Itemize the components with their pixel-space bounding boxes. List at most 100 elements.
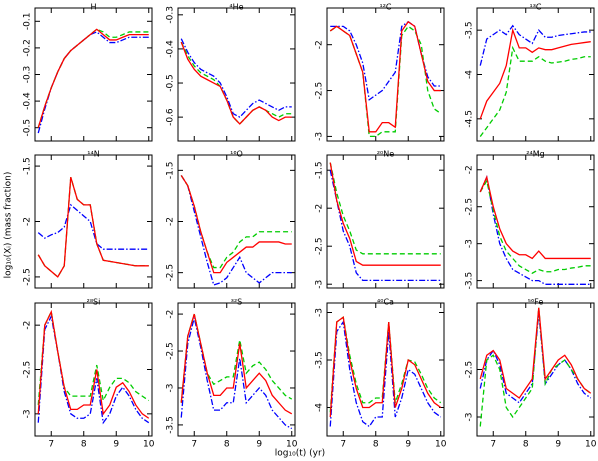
data-line	[180, 175, 292, 269]
x-tick-label: 8	[523, 440, 529, 450]
x-tick-label: 7	[490, 440, 496, 450]
panel-frame	[177, 7, 296, 142]
x-tick-label: 9	[113, 440, 119, 450]
panel-title: ³²S	[231, 298, 243, 307]
y-tick-label: -3	[465, 413, 475, 422]
data-line	[479, 312, 592, 404]
x-tick-label: 10	[286, 440, 298, 450]
data-line	[180, 175, 292, 286]
data-line	[37, 309, 150, 419]
x-tick-label: 8	[224, 440, 230, 450]
y-tick-label: -0.1	[23, 13, 33, 31]
data-line	[479, 179, 591, 274]
y-tick-label: -2	[166, 310, 176, 319]
y-tick-label: -3.5	[465, 21, 475, 39]
y-axis-label: log₁₀(Xᵢ) (mass fraction)	[4, 172, 14, 279]
data-line	[37, 28, 149, 128]
y-tick-label: -3.5	[465, 272, 475, 290]
y-tick-label: -2.5	[465, 198, 475, 216]
data-line	[479, 307, 592, 399]
y-tick-label: -3	[315, 132, 325, 141]
panel-title: ⁵⁶Fe	[528, 298, 544, 307]
y-tick-label: -0.4	[23, 92, 33, 110]
y-tick-label: -3.5	[315, 351, 325, 369]
data-line	[479, 45, 591, 137]
data-line	[37, 176, 149, 278]
y-tick-label: -2.5	[166, 342, 176, 360]
data-line	[329, 25, 442, 138]
data-line	[329, 316, 442, 418]
panel-title: ²⁸Si	[87, 298, 101, 307]
y-tick-label: -4	[465, 70, 475, 79]
panel-title: ⁴He	[229, 3, 243, 12]
y-tick-label: -0.4	[166, 40, 176, 58]
y-tick-label: -2.5	[23, 361, 33, 379]
panel-frame	[476, 7, 595, 142]
y-tick-label: -2.5	[315, 82, 325, 100]
panel-title: ¹³C	[530, 3, 542, 12]
y-tick-label: -0.2	[23, 39, 33, 57]
y-tick-label: -4	[315, 403, 325, 412]
y-tick-label: -3	[23, 409, 33, 418]
panel-frame	[177, 154, 296, 289]
data-line	[329, 170, 441, 282]
panel-frame	[326, 302, 445, 437]
panel-frame	[34, 7, 153, 142]
x-tick-label: 8	[81, 440, 87, 450]
x-tick-label: 8	[373, 440, 379, 450]
panel-frame	[476, 302, 595, 437]
x-tick-label: 7	[48, 440, 54, 450]
panel-title: ¹⁴N	[87, 150, 99, 159]
y-tick-label: -2	[23, 217, 33, 226]
y-tick-label: -3.5	[166, 416, 176, 434]
data-line	[37, 309, 150, 406]
panel-title: ²⁰Ne	[377, 150, 394, 159]
y-tick-label: -2	[465, 165, 475, 174]
data-line	[180, 41, 292, 125]
data-line	[180, 175, 292, 274]
y-tick-label: -1.5	[315, 161, 325, 179]
x-tick-label: 9	[405, 440, 411, 450]
x-tick-label: 7	[191, 440, 197, 450]
y-tick-label: -3	[315, 280, 325, 289]
x-tick-label: 10	[435, 440, 447, 450]
y-tick-label: -2	[315, 204, 325, 213]
data-line	[329, 20, 441, 133]
x-tick-label: 10	[143, 440, 155, 450]
data-line	[37, 203, 149, 250]
y-tick-label: -3	[465, 239, 475, 248]
data-line	[180, 313, 293, 415]
data-line	[180, 41, 292, 125]
x-tick-label: 9	[555, 440, 561, 450]
data-line	[329, 162, 441, 266]
panel-frame	[326, 7, 445, 142]
x-tick-label: 9	[256, 440, 262, 450]
y-tick-label: -1.5	[166, 162, 176, 180]
y-tick-label: -2	[166, 217, 176, 226]
y-tick-label: -2	[315, 40, 325, 49]
data-line	[330, 20, 441, 101]
y-tick-label: -2.5	[23, 268, 33, 286]
y-tick-label: -3	[315, 308, 325, 317]
y-tick-label: -2.5	[315, 237, 325, 255]
y-tick-label: -0.3	[166, 6, 176, 24]
data-line	[479, 24, 591, 66]
panel-title: ²⁴Mg	[526, 150, 544, 159]
data-line	[479, 175, 591, 260]
y-tick-label: -1.5	[23, 157, 33, 175]
x-tick-label: 10	[585, 440, 597, 450]
panel-frame	[177, 302, 296, 437]
panel-frame	[476, 154, 595, 289]
data-line	[479, 27, 591, 120]
y-tick-label: -3	[166, 383, 176, 392]
panel-title: H	[90, 3, 96, 12]
data-line	[329, 320, 442, 428]
data-line	[329, 162, 441, 255]
panel-title: ¹²C	[380, 3, 392, 12]
y-tick-label: -0.5	[166, 74, 176, 92]
y-tick-label: -2	[23, 321, 33, 330]
data-line	[180, 317, 293, 430]
x-tick-label: 7	[340, 440, 346, 450]
y-tick-label: -4.5	[465, 110, 475, 128]
